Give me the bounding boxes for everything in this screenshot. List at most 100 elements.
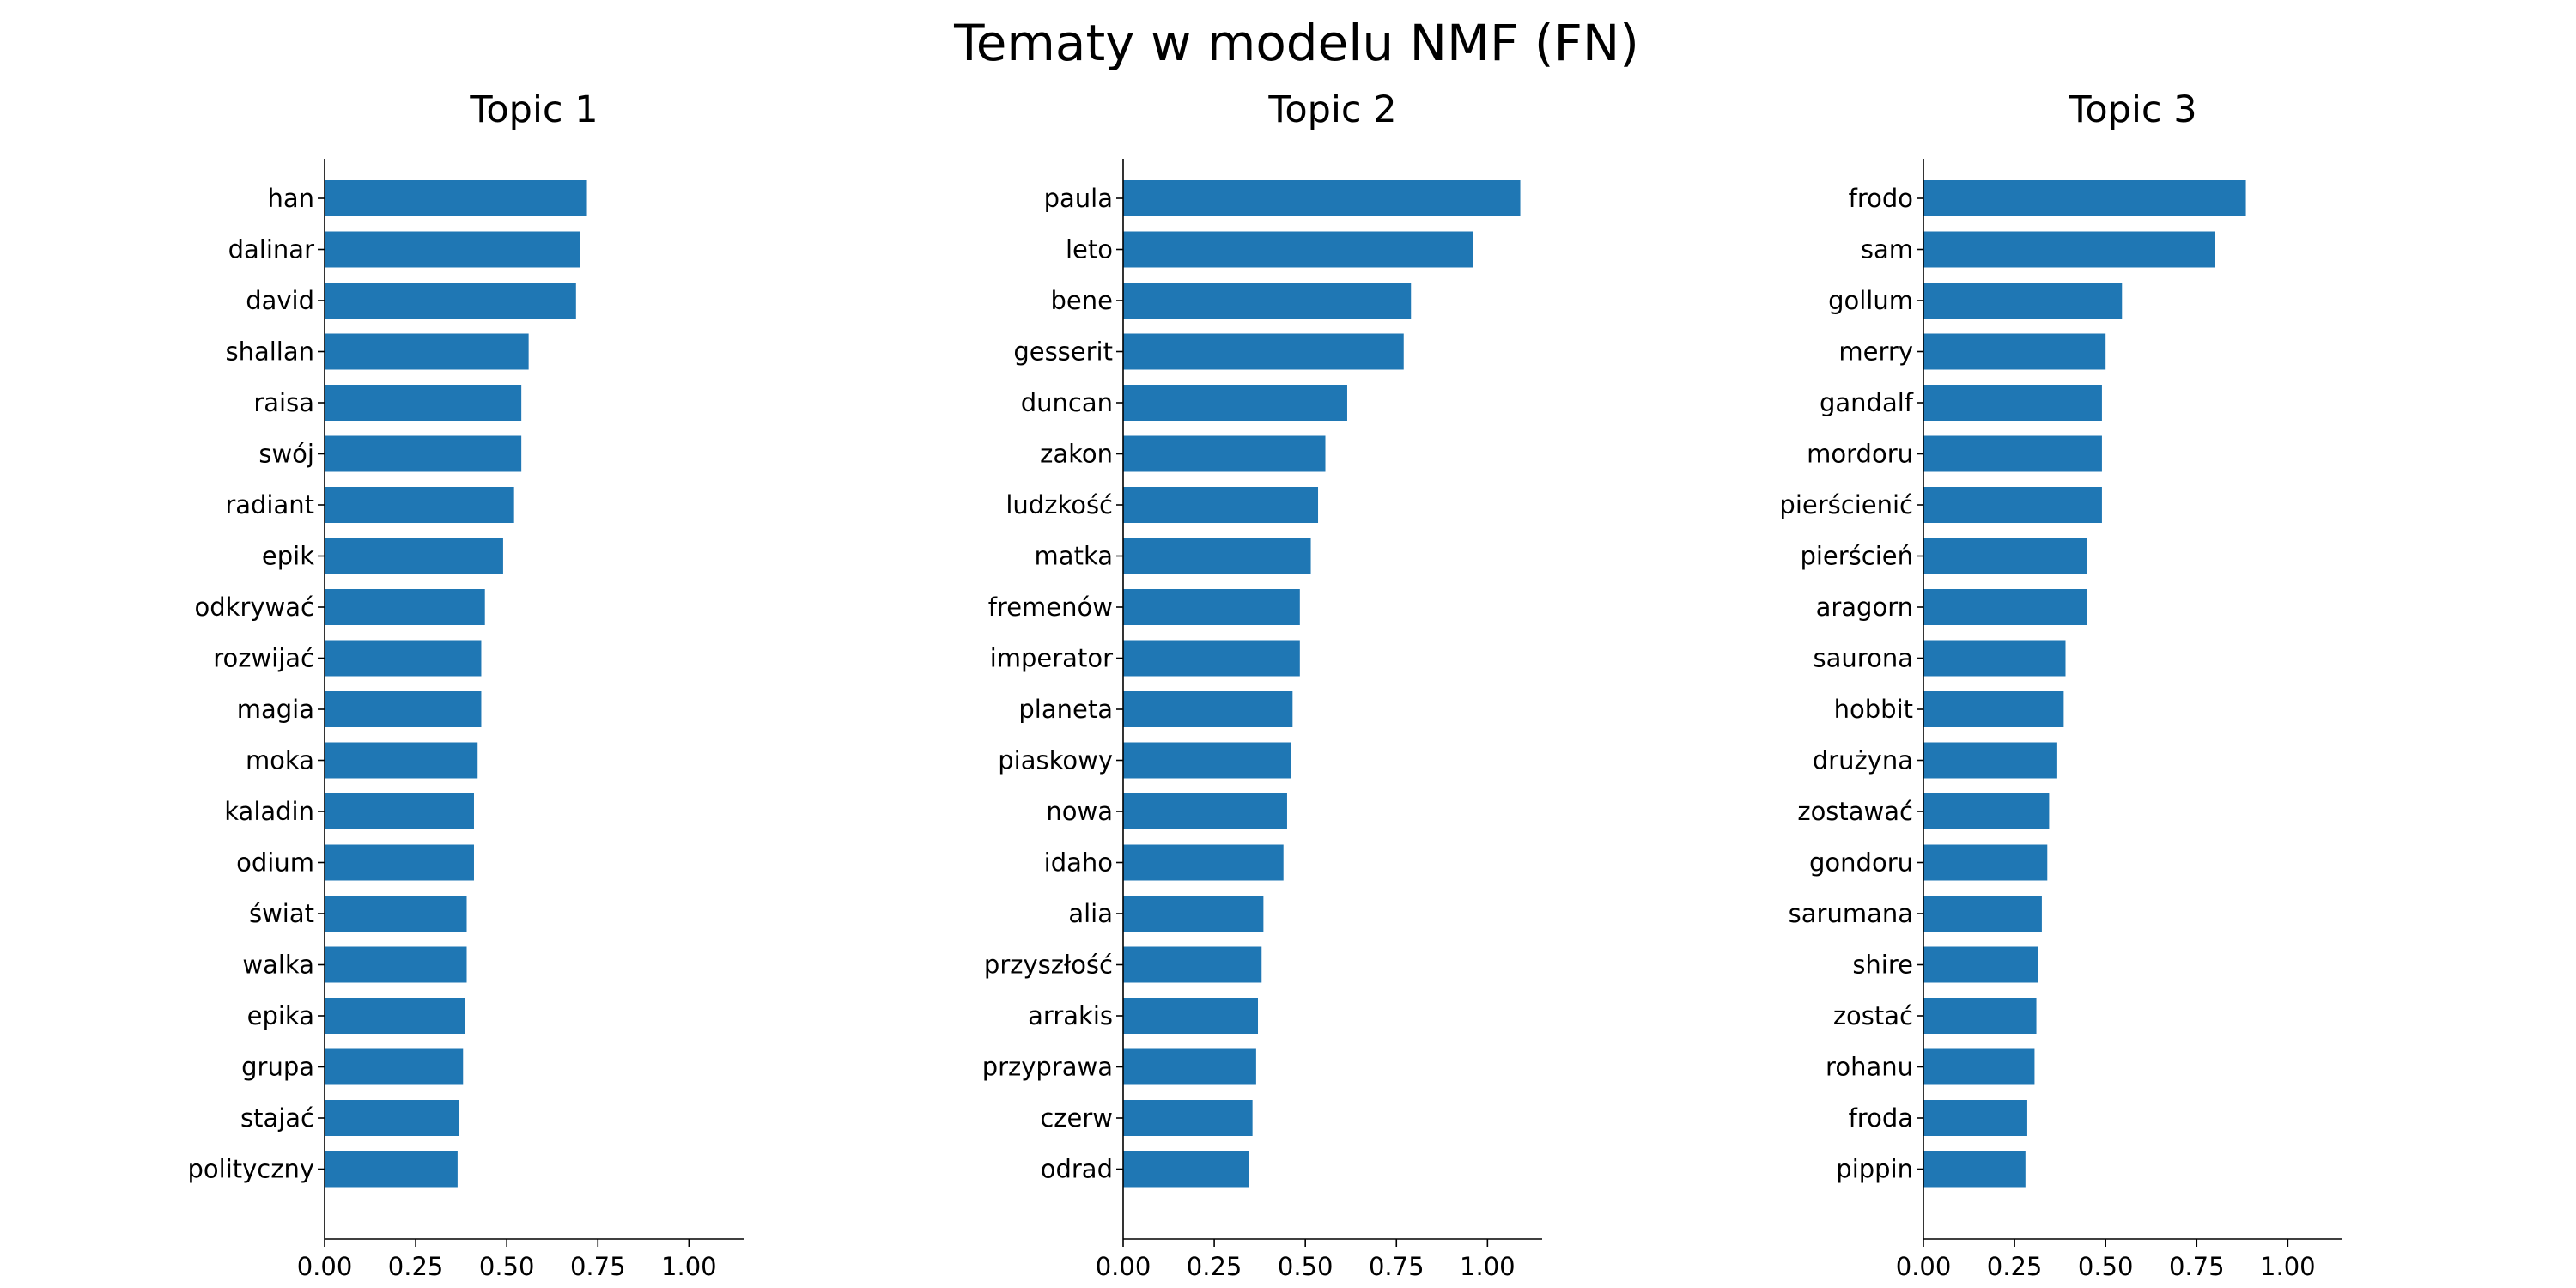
category-label: zostawać [1797,797,1913,826]
x-tick-label: 0.50 [1278,1252,1334,1281]
x-tick-label: 0.50 [479,1252,535,1281]
category-label: nowa [1046,797,1113,826]
category-label: idaho [1044,848,1113,878]
category-label: odium [236,848,314,878]
category-label: frodo [1849,184,1913,213]
bar [1923,998,2037,1034]
bar [1923,385,2102,421]
category-label: gesserit [1013,337,1113,367]
x-tick-label: 1.00 [1460,1252,1516,1281]
category-label: shire [1852,951,1913,980]
category-label: imperator [990,644,1113,673]
category-label: przyprawa [982,1053,1113,1082]
category-label: drużyna [1813,746,1913,775]
x-tick-label: 0.25 [388,1252,444,1281]
category-label: magia [237,695,314,724]
category-label: hobbit [1834,695,1913,724]
bar [1923,1100,2027,1136]
bar [1923,435,2102,472]
bar [1123,385,1347,421]
bar [1123,742,1291,779]
category-label: polityczny [187,1155,314,1184]
category-label: walka [242,951,314,980]
category-label: odrad [1041,1155,1113,1184]
category-label: radiant [225,490,314,519]
bar [1123,487,1319,523]
x-tick-label: 0.75 [2169,1252,2225,1281]
category-label: pippin [1836,1155,1913,1184]
topic-panel-3: Topic 3 frodo sam gollum merry gandalf mordoru… [1779,88,2342,1281]
category-label: pierścień [1800,542,1913,571]
category-label: gondoru [1809,848,1913,878]
bar [325,589,485,625]
bar [325,742,478,779]
topic-panel-2: Topic 2 paula leto bene gesserit duncan zakon l… [982,88,1542,1281]
category-label: ludzkość [1005,490,1113,519]
category-label: arrakis [1028,1001,1113,1030]
bar [1923,487,2102,523]
category-label: sarumana [1789,899,1913,928]
x-tick-label: 0.75 [1369,1252,1425,1281]
bar [325,946,467,983]
x-tick-label: 0.00 [1096,1252,1151,1281]
x-tick-label: 0.50 [2078,1252,2134,1281]
bar [1923,640,2066,677]
bar [1123,589,1300,625]
category-label: czerw [1040,1103,1113,1133]
category-label: alia [1068,899,1113,928]
category-label: aragorn [1816,592,1913,622]
bar [1123,640,1300,677]
category-label: dalinar [228,235,314,264]
topic-panels: Topic 1 han dalinar david shallan raisa swój ra… [187,88,2342,1281]
x-tick-label: 1.00 [2260,1252,2316,1281]
bar [1123,333,1404,370]
category-label: świat [249,899,314,928]
bar [1923,793,2050,829]
bar [1923,180,2246,216]
bar [325,793,474,829]
category-label: matka [1035,542,1113,571]
bar [1123,793,1287,829]
category-label: saurona [1814,644,1913,673]
bar [325,283,576,319]
x-tick-label: 0.00 [297,1252,353,1281]
x-tick-label: 0.75 [570,1252,626,1281]
bar [1923,946,2038,983]
category-label: leto [1066,235,1113,264]
bar [1123,1100,1253,1136]
bar [1123,231,1473,268]
bar [325,538,503,574]
bar [325,231,580,268]
bar [325,1048,464,1085]
bar [1123,283,1412,319]
bar [1923,1151,2026,1188]
category-label: planeta [1018,695,1113,724]
category-label: gandalf [1820,388,1914,417]
bar [1123,1048,1256,1085]
category-label: epika [247,1001,314,1030]
bar [1923,589,2087,625]
category-label: fremenów [988,592,1113,622]
category-label: sam [1861,235,1913,264]
category-label: rohanu [1826,1053,1913,1082]
category-label: bene [1051,286,1113,315]
figure-title: Tematy w modelu NMF (FN) [953,14,1639,72]
bar [1923,231,2215,268]
bar [1923,1048,2035,1085]
category-label: duncan [1021,388,1113,417]
category-label: shallan [225,337,314,367]
bar [325,844,474,881]
category-label: merry [1838,337,1913,367]
bar [325,1151,458,1188]
bar [1923,844,2048,881]
category-label: stajać [240,1103,314,1133]
bar [325,435,522,472]
bar [1123,691,1293,727]
category-label: piaskowy [998,746,1113,775]
bar [1123,1151,1249,1188]
bar [325,487,514,523]
x-tick-label: 0.25 [1187,1252,1242,1281]
bar [325,691,482,727]
category-label: david [246,286,314,315]
